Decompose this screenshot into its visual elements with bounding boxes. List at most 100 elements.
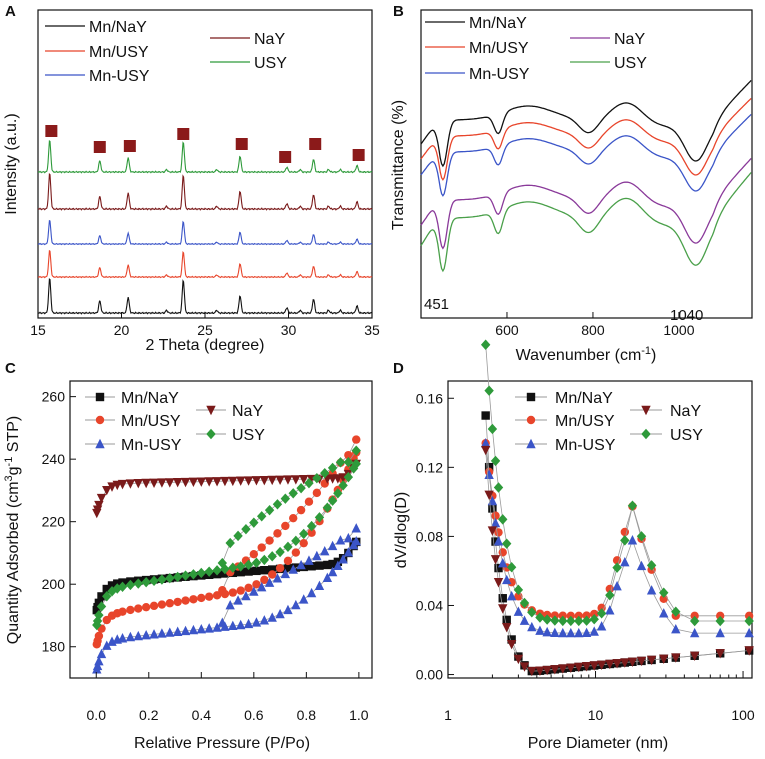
panel-d-point-usy: [558, 615, 568, 627]
panel-c-legend-marker-nay: [206, 405, 216, 416]
panel-c-point-usy: [217, 557, 228, 569]
panel-b-curve-nay: [420, 157, 752, 250]
panel-c-point-nay: [220, 476, 230, 487]
panel-c-point-mn-usy: [249, 586, 259, 596]
panel-b-curves: [420, 79, 752, 273]
panel-c-xtick-label: 0.6: [244, 707, 264, 723]
panel-d-legend-label-mn-nay: Mn/NaY: [555, 390, 613, 407]
panel-c-point-mn-usy: [149, 629, 159, 639]
panel-c-point-mn-usy: [260, 575, 269, 585]
panel-d-point-mn-usy: [612, 580, 622, 591]
panel-c-ytick-label: 220: [42, 514, 66, 530]
panel-b-legend-label-mn-nay: Mn/NaY: [469, 15, 527, 32]
panel-d-point-usy: [627, 500, 638, 511]
panel-d-point-usy: [566, 615, 576, 627]
panel-d-point-nay: [620, 658, 630, 668]
panel-c-point-mn-usy: [272, 573, 283, 583]
panel-c-point-usy: [165, 573, 175, 584]
panel-d-point-mn-usy: [542, 626, 552, 637]
panel-d-point-usy: [513, 584, 524, 596]
panel-d-point-usy: [480, 339, 491, 350]
panel-c-line-nay: [96, 463, 357, 514]
panel-c-point-mn-usy: [196, 624, 207, 634]
panel-c-legend-label-nay: NaY: [232, 403, 263, 420]
panel-d-point-nay: [490, 555, 501, 565]
panel-d-point-usy: [659, 587, 669, 598]
panel-d-ytick-label: 0.16: [416, 390, 443, 406]
panel-d-point-nay: [480, 445, 491, 456]
annotation-1040: 1040: [670, 307, 703, 324]
panel-c-point-mn-usy: [172, 626, 183, 636]
panel-c-ytick-label: 240: [42, 451, 66, 467]
panel-c-point-usy: [267, 551, 277, 562]
panel-c-point-mn-nay: [94, 598, 104, 608]
panel-d-point-mn-nay: [507, 635, 516, 644]
panel-c-point-mn-usy: [102, 640, 112, 650]
panel-d-point-mn-usy: [493, 536, 504, 546]
panel-c-point-mn-usy: [180, 625, 191, 636]
panel-d-ytick-label: 0.04: [416, 597, 443, 613]
panel-c-point-usy: [314, 512, 325, 523]
panel-d-point-nay: [519, 662, 530, 672]
panel-c-point-mn-usy: [344, 450, 353, 460]
panel-c-point-nay: [94, 500, 104, 511]
panel-c-point-usy: [299, 528, 309, 540]
panel-a-legend-label-mn-usy: Mn/USY: [89, 44, 149, 61]
panel-c-point-usy: [92, 615, 103, 627]
panel-c-point-nay: [196, 477, 207, 487]
panel-d-point-mn-usy: [507, 578, 516, 587]
panel-c-point-mn-usy: [235, 619, 246, 630]
panel-d-frame: [447, 380, 753, 679]
panel-d-point-nay: [671, 653, 681, 663]
panel-c-point-usy: [291, 535, 301, 547]
panel-d-point-usy: [589, 614, 599, 625]
panel-label-a: A: [5, 3, 16, 20]
panel-d-point-nay: [550, 665, 560, 675]
panel-c-point-usy: [243, 559, 254, 571]
panel-c-point-usy: [333, 488, 343, 499]
panel-d-point-mn-usy: [581, 627, 592, 638]
panel-b-xlabel-main: Wavenumber (cm: [516, 347, 642, 364]
panel-d-point-usy: [574, 615, 584, 627]
panel-c-point-usy: [351, 445, 361, 456]
panel-c-point-nay: [259, 475, 270, 486]
panel-d-xtick-label: 10: [588, 707, 604, 723]
panel-c-point-mn-usy: [125, 631, 136, 642]
panel-d-ytick-label: 0.00: [416, 667, 443, 683]
panel-c-point-nay: [157, 478, 167, 488]
panel-c-point-mn-usy: [296, 559, 306, 570]
panel-c-point-mn-usy: [94, 655, 104, 666]
panel-d-point-mn-usy: [574, 627, 584, 638]
panel-c-ylabel-end: STP): [5, 416, 22, 457]
panel-d-point-mn-usy: [627, 535, 638, 545]
panel-a-ylabel: Intensity (a.u.): [3, 113, 20, 214]
panel-c-ylabel-sup2: -1: [3, 457, 15, 467]
panel-d-legend: Mn/NaY Mn/USY Mn-USY NaY USY: [515, 390, 703, 454]
panel-c-point-nay: [243, 476, 254, 486]
panel-d-point-usy: [596, 608, 607, 619]
panel-c-point-usy: [102, 591, 112, 602]
panel-c-curves: [92, 435, 361, 674]
panel-c-point-mn-usy: [204, 623, 214, 633]
panel-d-point-nay: [574, 662, 584, 673]
panel-c-legend-label-mn-usy: Mn/USY: [121, 413, 181, 430]
panel-c-point-mn-nay: [328, 559, 337, 569]
panel-a-curve-usy: [37, 140, 373, 174]
panel-d-point-usy: [493, 482, 504, 493]
panel-c-point-mn-usy: [289, 513, 298, 523]
panel-a-peak-marker: [352, 149, 365, 161]
panel-c-point-mn-usy: [249, 549, 259, 559]
panel-d-point-nay: [596, 660, 607, 670]
panel-c-point-usy: [351, 458, 361, 470]
panel-c-point-usy: [296, 482, 306, 494]
panel-d-point-usy: [612, 562, 622, 573]
panel-c-xtick-label: 0.2: [139, 707, 159, 723]
panel-c-point-nay: [283, 475, 293, 485]
panel-label-c: C: [5, 360, 16, 377]
panel-c-point-nay: [291, 475, 301, 485]
panel-a-peak-marker: [177, 128, 190, 140]
panel-d-point-usy: [490, 455, 501, 467]
panel-d-point-nay: [744, 646, 754, 656]
panel-a-peak-marker: [235, 138, 248, 150]
panel-d-point-nay: [605, 659, 615, 670]
